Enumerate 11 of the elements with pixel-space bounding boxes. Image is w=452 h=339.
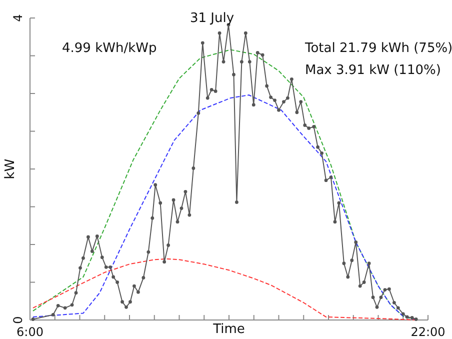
annotation: Max 3.91 kW (110%) xyxy=(305,63,441,78)
x-axis-title: Time xyxy=(212,322,245,337)
x-tick-label: 22:00 xyxy=(410,325,446,339)
annotation: 4.99 kWh/kWp xyxy=(62,41,157,56)
line-series xyxy=(32,94,416,320)
y-axis-title: kW xyxy=(3,158,18,180)
annotation: Total 21.79 kWh (75%) xyxy=(304,41,452,56)
x-tick-label: 6:00 xyxy=(16,325,44,339)
chart-title: 31 July xyxy=(190,11,234,26)
y-tick-label: 4 xyxy=(11,14,26,22)
y-tick-label: 0 xyxy=(11,316,26,324)
